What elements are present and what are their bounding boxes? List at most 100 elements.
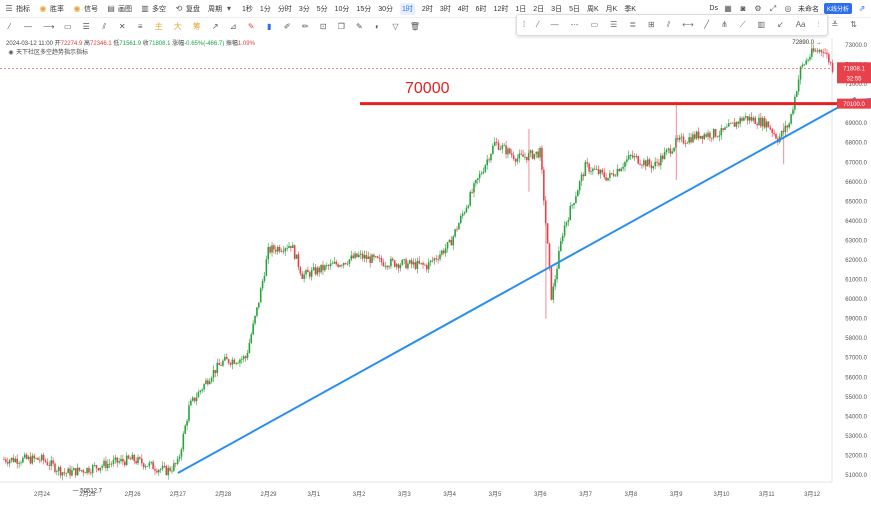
rect-icon[interactable]: ▭ — [64, 22, 72, 31]
grip-icon[interactable]: ⁞ — [523, 20, 526, 29]
hline-icon[interactable]: — — [24, 22, 32, 31]
candle-body — [182, 433, 185, 450]
position-icon[interactable]: ⊞ — [648, 20, 655, 29]
period-1[interactable]: 1分 — [259, 5, 271, 13]
candle-body — [684, 143, 687, 145]
settings-lines-icon[interactable]: ≚ — [831, 20, 839, 29]
period-6[interactable]: 15分 — [356, 5, 372, 13]
cross-icon[interactable]: ✕ — [118, 22, 126, 31]
grid-icon[interactable]: ▦ — [724, 3, 732, 13]
text-main-icon[interactable]: 主 — [154, 22, 163, 31]
share-icon[interactable]: ⇗ — [858, 3, 866, 13]
period-3[interactable]: 3分 — [298, 5, 310, 13]
fullscreen-icon[interactable]: ⤢ — [769, 3, 777, 13]
x-tick-label: 2月24 — [34, 491, 51, 498]
more-icon[interactable]: ⇅ — [850, 20, 857, 29]
eye-icon[interactable]: ◉ — [8, 50, 14, 56]
period-17[interactable]: 5日 — [569, 5, 580, 13]
candle-body — [82, 470, 85, 473]
gann-icon[interactable]: ▥ — [757, 20, 765, 29]
period-9[interactable]: 2时 — [421, 5, 433, 13]
period-16[interactable]: 3日 — [551, 5, 563, 13]
candle-body — [25, 454, 28, 459]
candle-body — [67, 468, 69, 474]
vertical-line-icon[interactable]: ⫶ — [817, 20, 820, 29]
horizontal-line-icon[interactable]: — — [550, 20, 559, 29]
line-icon[interactable]: ⁄ — [8, 22, 11, 31]
text-big-icon[interactable]: 大 — [173, 22, 182, 31]
candle-body — [654, 161, 656, 167]
toolbar-item-longshort[interactable]: ▥ 多空 — [141, 3, 166, 13]
menu-icon[interactable]: ≡ — [137, 22, 143, 31]
k-analysis-badge[interactable]: K线分析 — [823, 3, 852, 14]
pen-icon[interactable]: ✐ — [283, 22, 291, 31]
pencil-icon[interactable]: ✏ — [301, 22, 309, 31]
period-4[interactable]: 5分 — [316, 5, 328, 13]
candle-body — [769, 127, 772, 130]
channel-icon[interactable]: ⫽ — [102, 22, 107, 31]
fib-icon[interactable]: ☰ — [82, 22, 90, 31]
candle-body — [737, 121, 740, 124]
period-15[interactable]: 2日 — [533, 5, 545, 13]
edit-icon[interactable]: ✎ — [356, 22, 363, 31]
toolbar-item-period[interactable]: 周期 ▾ — [208, 4, 234, 14]
lock-icon[interactable]: ⊡ — [319, 22, 327, 31]
user-icon[interactable]: ◎ — [784, 3, 792, 13]
candle-body — [767, 121, 770, 128]
toolbar-item-signal[interactable]: ◉ 信号 — [73, 3, 99, 13]
period-14[interactable]: 1日 — [515, 5, 527, 13]
candle-body — [157, 469, 160, 473]
period-0[interactable]: 1秒 — [242, 5, 253, 13]
period-2[interactable]: 分时 — [277, 5, 292, 13]
candle-body — [714, 129, 717, 137]
copy-icon[interactable]: ❐ — [337, 22, 345, 31]
y-tick-label: 54000.0 — [845, 414, 867, 420]
candle-body — [359, 253, 362, 255]
period-19[interactable]: 月K — [605, 5, 618, 13]
arrow-mark-icon[interactable]: ↙ — [777, 20, 784, 29]
period-10[interactable]: 3时 — [439, 5, 451, 13]
toolbar-item-indicator[interactable]: ☰ 指标 — [5, 3, 30, 13]
candle-body — [40, 454, 43, 461]
toolbar-item-winrate[interactable]: ◉ 胜率 — [39, 3, 65, 13]
period-20[interactable]: 季K — [624, 5, 636, 13]
period-7[interactable]: 30分 — [378, 5, 394, 13]
period-5[interactable]: 10分 — [334, 5, 350, 13]
period-11[interactable]: 4时 — [457, 5, 469, 13]
period-13[interactable]: 12时 — [493, 5, 509, 13]
period-8[interactable]: 1时 — [400, 2, 415, 15]
camera-icon[interactable]: ◙ — [740, 3, 746, 13]
period-12[interactable]: 6时 — [475, 5, 487, 13]
fan-icon[interactable]: ⟋ — [739, 20, 746, 29]
user-name[interactable]: 未命名 — [797, 5, 819, 13]
text-icon[interactable]: Aa — [795, 20, 806, 29]
parallel-channel-icon[interactable]: ⫽ — [666, 20, 671, 29]
eye-icon[interactable]: ◐ — [374, 22, 380, 31]
ruler-icon[interactable]: ⊿ — [229, 22, 237, 31]
period-18[interactable]: 周K — [586, 5, 599, 13]
trash-icon[interactable]: 🗑 — [409, 22, 421, 31]
settings-icon[interactable]: ⚙ — [754, 3, 762, 13]
rectangle-icon[interactable]: ▭ — [590, 20, 599, 29]
price-range-icon[interactable]: ⟷ — [682, 20, 694, 29]
toolbar-item-replay[interactable]: ⟲ 复盘 — [175, 3, 200, 13]
ds-label[interactable]: Ds — [709, 5, 718, 12]
horizontal-ray-icon[interactable]: -·- — [570, 20, 579, 29]
toolbar-item-draw[interactable]: ▤ 画图 — [107, 3, 132, 13]
trend-line-icon[interactable]: ⁄ — [537, 20, 539, 29]
candle-body — [150, 461, 153, 463]
filter-icon[interactable]: ▽ — [392, 22, 399, 31]
bookmark-icon[interactable]: ▮ — [267, 22, 272, 31]
candle-body — [446, 242, 449, 249]
text-chou-icon[interactable]: 筹 — [192, 22, 201, 31]
diagonal-icon[interactable]: ╱ — [704, 20, 710, 29]
pitchfork-icon[interactable]: ⋔ — [721, 20, 728, 29]
x-tick-label: 3月2 — [353, 491, 366, 498]
ray-icon[interactable]: ⟶ — [43, 22, 55, 31]
hot-icon[interactable]: ✎ — [247, 22, 255, 31]
candle-body — [235, 362, 237, 364]
arrow-icon[interactable]: ↗ — [211, 22, 219, 31]
fib-retracement-icon[interactable]: ☰ — [610, 20, 618, 29]
fib-extension-icon[interactable]: ≣ — [629, 20, 637, 29]
